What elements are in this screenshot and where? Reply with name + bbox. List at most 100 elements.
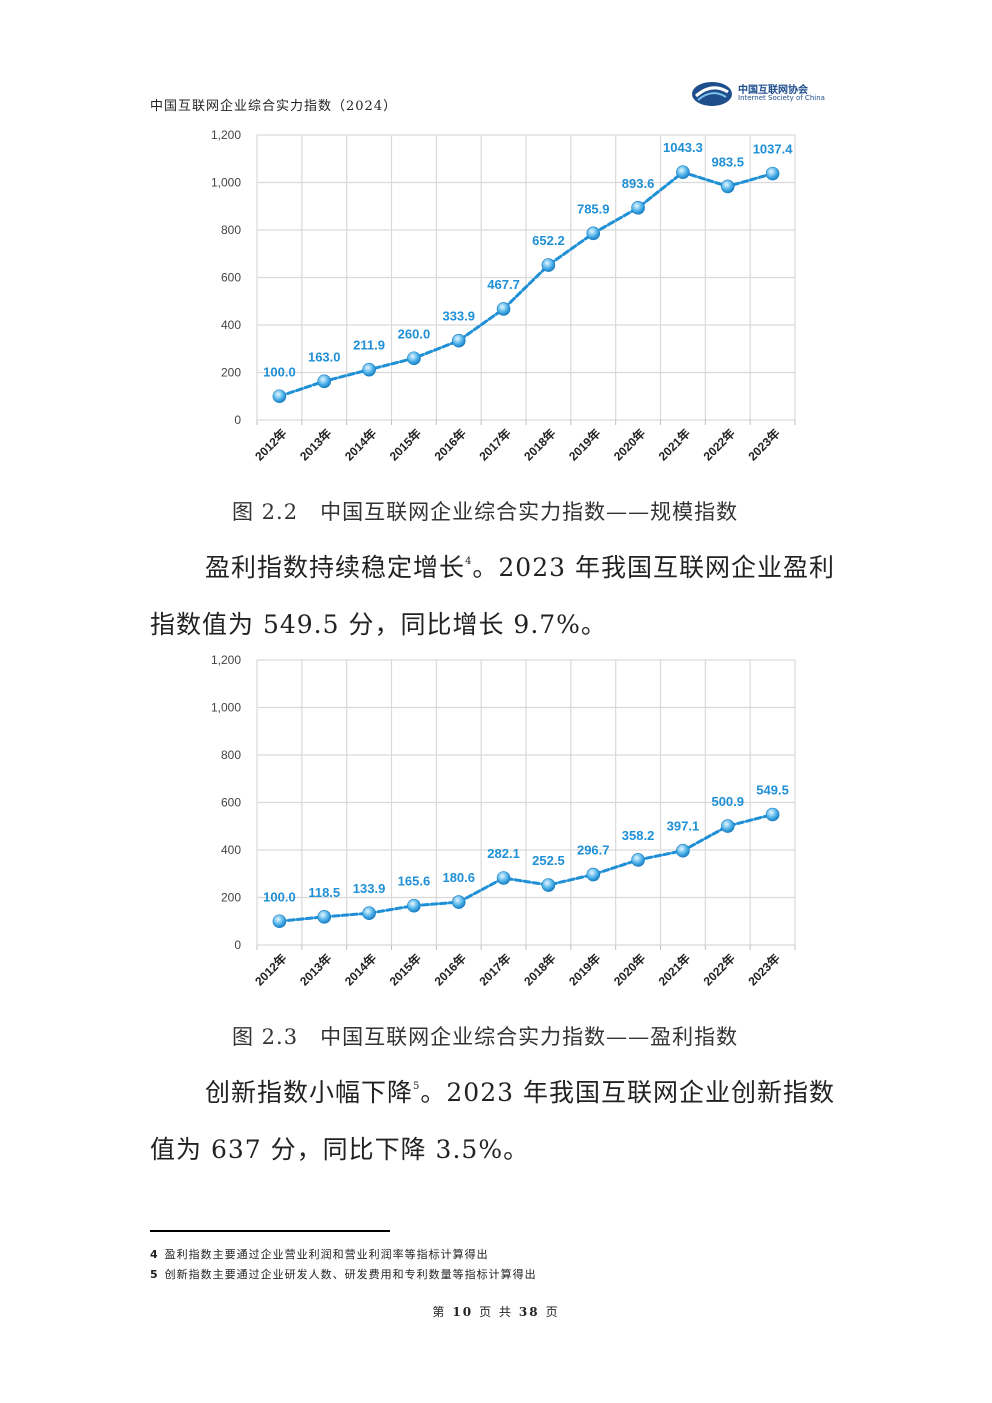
y-tick-label: 400 — [221, 318, 241, 332]
logo-english-name: Internet Society of China — [738, 94, 825, 102]
footnote-ref-4[interactable]: 4 — [465, 556, 473, 567]
y-tick-label: 1,200 — [211, 128, 241, 142]
data-label: 165.6 — [398, 874, 431, 889]
x-category-label: 2016年 — [431, 951, 469, 989]
page-middle: 页 共 — [479, 1305, 513, 1319]
x-category-label: 2020年 — [610, 951, 648, 989]
data-point — [496, 302, 511, 316]
x-category-label: 2012年 — [252, 426, 290, 464]
footnote-4: 4 盈利指数主要通过企业营业利润和营业利润率等指标计算得出 — [150, 1246, 489, 1262]
data-label: 397.1 — [667, 819, 700, 834]
page-prefix: 第 — [432, 1305, 447, 1319]
data-label: 100.0 — [263, 889, 296, 904]
y-tick-label: 200 — [221, 366, 241, 380]
paragraph-text: 创新指数小幅下降 — [205, 1078, 414, 1107]
x-category-label: 2015年 — [386, 951, 424, 989]
y-tick-label: 600 — [221, 796, 241, 810]
paragraph-text: 。2023 年我国互联网企业创新指数 — [420, 1078, 835, 1107]
x-category-label: 2017年 — [476, 426, 514, 464]
footnote-ref-5[interactable]: 5 — [413, 1081, 421, 1092]
x-category-label: 2022年 — [700, 426, 738, 464]
paragraph-innovation-line2: 值为 637 分，同比下降 3.5%。 — [150, 1135, 530, 1164]
data-point — [541, 258, 556, 272]
data-point — [631, 200, 645, 215]
scale-index-line-chart: 0 200 400 600 800 1,000 1,200 100.0 163.0 211.9 26… — [211, 128, 796, 464]
data-label: 983.5 — [711, 154, 744, 169]
footnote-number: 4 — [150, 1248, 159, 1261]
data-label: 133.9 — [353, 881, 386, 896]
x-category-label: 2015年 — [386, 426, 424, 464]
footnote-5: 5 创新指数主要通过企业研发人数、研发费用和专利数量等指标计算得出 — [150, 1266, 537, 1282]
document-header-title: 中国互联网企业综合实力指数（2024） — [150, 99, 398, 114]
figure-caption-2-2: 图 2.2 中国互联网企业综合实力指数——规模指数 — [232, 500, 739, 524]
data-point — [720, 819, 735, 833]
data-label: 1043.3 — [663, 140, 703, 155]
data-point — [496, 871, 511, 885]
x-category-label: 2018年 — [521, 426, 559, 464]
profit-index-line-chart: 0 200 400 600 800 1,000 1,200 100.0 118.5 133.9 16… — [211, 653, 796, 989]
x-category-label: 2016年 — [431, 426, 469, 464]
data-point — [407, 898, 421, 913]
data-point — [541, 878, 556, 892]
footnote-text: 创新指数主要通过企业研发人数、研发费用和专利数量等指标计算得出 — [164, 1268, 537, 1281]
x-category-label: 2012年 — [252, 951, 290, 989]
x-category-label: 2014年 — [341, 426, 379, 464]
x-category-label: 2018年 — [521, 951, 559, 989]
data-label: 467.7 — [487, 277, 520, 292]
x-category-label: 2021年 — [655, 426, 693, 464]
data-point — [362, 362, 376, 377]
total-pages: 38 — [518, 1305, 540, 1319]
organization-logo: 中国互联网协会 Internet Society of China — [690, 80, 830, 110]
page-suffix: 页 — [545, 1305, 560, 1319]
y-tick-label: 1,000 — [211, 701, 241, 715]
x-category-label: 2021年 — [655, 951, 693, 989]
figure-caption-2-3: 图 2.3 中国互联网企业综合实力指数——盈利指数 — [232, 1025, 739, 1049]
paragraph-innovation-line1: 创新指数小幅下降5。2023 年我国互联网企业创新指数 — [205, 1073, 905, 1109]
data-label: 549.5 — [756, 782, 789, 797]
x-category-label: 2017年 — [476, 951, 514, 989]
paragraph-text: 盈利指数持续稳定增长 — [205, 553, 466, 582]
data-label: 785.9 — [577, 201, 610, 216]
data-label: 260.0 — [398, 326, 431, 341]
data-point — [631, 853, 645, 867]
data-label: 180.6 — [442, 870, 475, 885]
data-point — [362, 906, 376, 920]
data-label: 358.2 — [622, 828, 655, 843]
data-point — [676, 165, 690, 180]
data-label: 163.0 — [308, 349, 341, 364]
series-line — [277, 170, 775, 398]
data-label: 1037.4 — [753, 142, 794, 157]
y-tick-label: 0 — [234, 413, 241, 427]
series-line — [277, 812, 775, 923]
data-label: 296.7 — [577, 843, 610, 858]
data-label: 252.5 — [532, 853, 565, 868]
data-point — [317, 374, 332, 389]
data-point — [765, 166, 780, 181]
data-label: 100.0 — [263, 364, 296, 379]
y-tick-label: 0 — [234, 938, 241, 952]
x-category-label: 2013年 — [296, 951, 334, 989]
x-category-label: 2014年 — [341, 951, 379, 989]
paragraph-profit-line1: 盈利指数持续稳定增长4。2023 年我国互联网企业盈利 — [205, 548, 905, 584]
data-point — [451, 895, 466, 909]
footnote-divider — [150, 1230, 390, 1232]
x-category-label: 2019年 — [565, 426, 603, 464]
data-point — [317, 910, 332, 924]
y-tick-label: 400 — [221, 843, 241, 857]
footnote-text: 盈利指数主要通过企业营业利润和营业利润率等指标计算得出 — [164, 1248, 489, 1261]
page-number: 第 10 页 共 38 页 — [0, 1303, 992, 1320]
data-point — [765, 807, 780, 822]
paragraph-profit-line2: 指数值为 549.5 分，同比增长 9.7%。 — [150, 610, 607, 639]
x-category-label: 2022年 — [700, 951, 738, 989]
y-tick-label: 1,200 — [211, 653, 241, 667]
globe-logo-icon — [692, 82, 732, 106]
y-tick-label: 1,000 — [211, 176, 241, 190]
x-category-label: 2019年 — [565, 951, 603, 989]
data-label: 893.6 — [622, 176, 655, 191]
data-point — [676, 843, 690, 858]
paragraph-text: 。2023 年我国互联网企业盈利 — [472, 553, 835, 582]
x-category-label: 2013年 — [296, 426, 334, 464]
data-label: 500.9 — [711, 794, 744, 809]
x-category-label: 2023年 — [745, 951, 783, 989]
data-label: 333.9 — [442, 309, 475, 324]
